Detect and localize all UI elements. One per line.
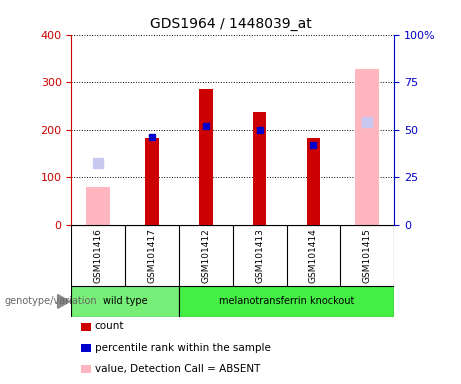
- Bar: [355, 69, 379, 225]
- Bar: [71, 286, 179, 317]
- Text: melanotransferrin knockout: melanotransferrin knockout: [219, 296, 354, 306]
- Text: genotype/variation: genotype/variation: [5, 296, 97, 306]
- Bar: [253, 112, 266, 225]
- Text: GSM101412: GSM101412: [201, 228, 210, 283]
- Text: wild type: wild type: [103, 296, 148, 306]
- Text: percentile rank within the sample: percentile rank within the sample: [95, 343, 271, 353]
- Text: GDS1964 / 1448039_at: GDS1964 / 1448039_at: [150, 17, 311, 31]
- Text: GSM101413: GSM101413: [255, 228, 264, 283]
- Polygon shape: [58, 295, 70, 308]
- Text: count: count: [95, 321, 124, 331]
- Text: GSM101416: GSM101416: [94, 228, 103, 283]
- Text: GSM101417: GSM101417: [148, 228, 157, 283]
- Text: value, Detection Call = ABSENT: value, Detection Call = ABSENT: [95, 364, 260, 374]
- Bar: [307, 138, 320, 225]
- Text: GSM101414: GSM101414: [309, 228, 318, 283]
- Bar: [199, 89, 213, 225]
- Bar: [179, 286, 394, 317]
- Bar: [145, 138, 159, 225]
- Bar: [86, 187, 111, 225]
- Text: GSM101415: GSM101415: [363, 228, 372, 283]
